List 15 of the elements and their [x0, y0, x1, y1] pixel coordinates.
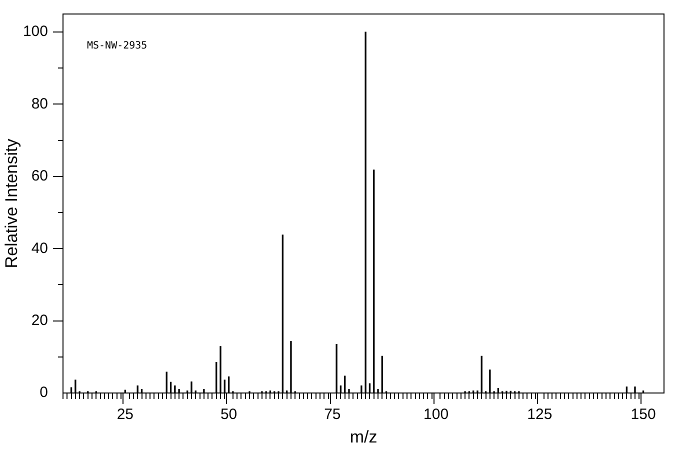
y-tick-label: 60 [31, 168, 48, 185]
annotation: MS-NW-2935 [87, 40, 148, 52]
x-tick-label: 50 [220, 406, 238, 424]
x-tick-label: 75 [324, 406, 341, 424]
x-tick-label: 25 [116, 406, 134, 424]
y-tick-label: 0 [40, 384, 48, 402]
x-tick-label: 100 [424, 406, 449, 424]
y-tick-label: 80 [31, 95, 48, 112]
x-axis-title: m/z [350, 427, 378, 446]
x-tick-label: 125 [527, 406, 552, 424]
x-tick-label: 150 [630, 406, 656, 424]
y-tick-label: 20 [31, 312, 48, 329]
y-tick-label: 40 [31, 240, 48, 257]
y-tick-label: 100 [22, 23, 48, 40]
y-axis-title: Relative Intensity [2, 138, 21, 268]
